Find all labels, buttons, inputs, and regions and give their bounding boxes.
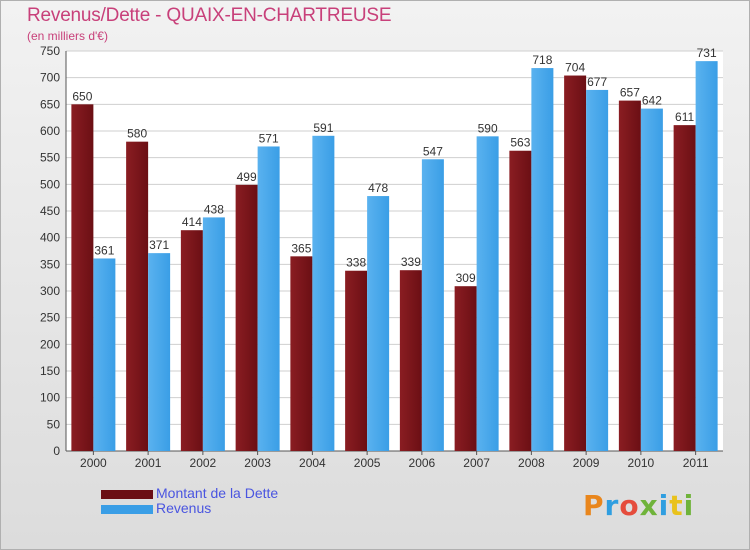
- y-tick-label: 350: [40, 257, 60, 271]
- plot-area: [66, 51, 723, 451]
- y-tick-label: 150: [40, 364, 60, 378]
- y-tick-label: 200: [40, 337, 60, 351]
- x-tick-label: 2002: [190, 456, 217, 470]
- bar-revenus: [531, 68, 554, 452]
- data-label-revenus: 478: [368, 181, 388, 195]
- bar-dette: [564, 75, 587, 452]
- x-tick-label: 2011: [683, 456, 709, 470]
- data-label-revenus: 590: [478, 121, 498, 135]
- x-tick-label: 2001: [135, 456, 162, 470]
- data-label-revenus: 371: [149, 238, 169, 252]
- bar-dette: [180, 230, 203, 451]
- bar-dette: [454, 286, 477, 451]
- bar-revenus: [695, 61, 718, 452]
- data-label-revenus: 718: [532, 53, 552, 67]
- data-label-revenus: 361: [94, 243, 114, 257]
- data-label-dette: 611: [675, 110, 694, 124]
- bar-dette: [71, 104, 94, 451]
- bar-revenus: [202, 217, 225, 451]
- y-tick-label: 700: [40, 71, 60, 85]
- data-label-dette: 414: [182, 215, 202, 229]
- y-tick-label: 750: [40, 44, 60, 58]
- logo-letter: r: [604, 489, 620, 522]
- data-label-dette: 499: [237, 170, 257, 184]
- x-tick-label: 2005: [354, 456, 381, 470]
- bar-dette: [290, 256, 313, 451]
- bar-dette: [345, 270, 368, 451]
- bar-revenus: [312, 135, 335, 452]
- data-label-revenus: 642: [642, 94, 662, 108]
- data-label-dette: 365: [291, 241, 311, 255]
- y-tick-label: 500: [40, 177, 60, 191]
- y-tick-label: 600: [40, 124, 60, 138]
- data-label-revenus: 731: [697, 46, 717, 60]
- y-tick-label: 650: [40, 97, 60, 111]
- data-label-revenus: 547: [423, 144, 443, 158]
- bar-revenus: [257, 146, 280, 451]
- bar-dette: [399, 270, 422, 451]
- bar-revenus: [148, 253, 171, 451]
- x-tick-label: 2004: [299, 456, 326, 470]
- x-tick-label: 2007: [463, 456, 490, 470]
- legend-swatch-revenus: [101, 505, 153, 514]
- y-tick-label: 550: [40, 151, 60, 165]
- bar-revenus: [421, 159, 444, 451]
- logo-letter: P: [583, 489, 605, 522]
- x-tick-label: 2009: [573, 456, 600, 470]
- logo-letter: t: [669, 489, 684, 522]
- bar-revenus: [93, 258, 116, 451]
- y-tick-label: 450: [40, 204, 60, 218]
- logo-letter: i: [683, 489, 695, 522]
- data-label-revenus: 677: [587, 75, 607, 89]
- bar-dette: [126, 141, 149, 451]
- bar-revenus: [476, 136, 499, 452]
- y-tick-label: 100: [40, 391, 60, 405]
- x-tick-label: 2003: [244, 456, 271, 470]
- bar-dette: [509, 150, 532, 451]
- bar-dette: [618, 100, 641, 451]
- data-label-revenus: 571: [259, 131, 279, 145]
- x-tick-label: 2010: [628, 456, 655, 470]
- logo-letter: i: [658, 489, 670, 522]
- y-tick-label: 300: [40, 284, 60, 298]
- data-label-dette: 339: [401, 255, 421, 269]
- y-tick-label: 400: [40, 231, 60, 245]
- data-label-dette: 657: [620, 86, 640, 100]
- bar-dette: [235, 184, 258, 451]
- chart-subtitle: (en milliers d'€): [27, 29, 108, 43]
- y-tick-label: 50: [47, 417, 61, 431]
- bar-revenus: [367, 196, 390, 451]
- data-label-dette: 580: [127, 127, 147, 141]
- chart-title: Revenus/Dette - QUAIX-EN-CHARTREUSE: [27, 5, 392, 26]
- x-tick-label: 2008: [518, 456, 545, 470]
- x-tick-label: 2006: [409, 456, 436, 470]
- logo-letter: o: [619, 489, 640, 522]
- data-label-dette: 309: [456, 271, 476, 285]
- legend-swatch-dette: [101, 490, 153, 499]
- bar-revenus: [640, 108, 663, 451]
- legend-label-dette: Montant de la Dette: [156, 485, 279, 501]
- legend-label-revenus: Revenus: [156, 500, 212, 516]
- y-tick-label: 250: [40, 311, 60, 325]
- proxiti-logo: Proxiti: [583, 489, 694, 522]
- data-label-dette: 563: [510, 136, 530, 150]
- data-label-dette: 704: [565, 61, 585, 75]
- bar-revenus: [586, 89, 609, 451]
- x-tick-label: 2000: [80, 456, 107, 470]
- y-tick-label: 0: [53, 444, 60, 458]
- bar-dette: [673, 125, 696, 451]
- data-label-dette: 650: [72, 89, 92, 103]
- data-label-revenus: 591: [313, 121, 333, 135]
- data-label-dette: 338: [346, 256, 366, 270]
- logo-letter: x: [639, 489, 659, 522]
- data-label-revenus: 438: [204, 202, 224, 216]
